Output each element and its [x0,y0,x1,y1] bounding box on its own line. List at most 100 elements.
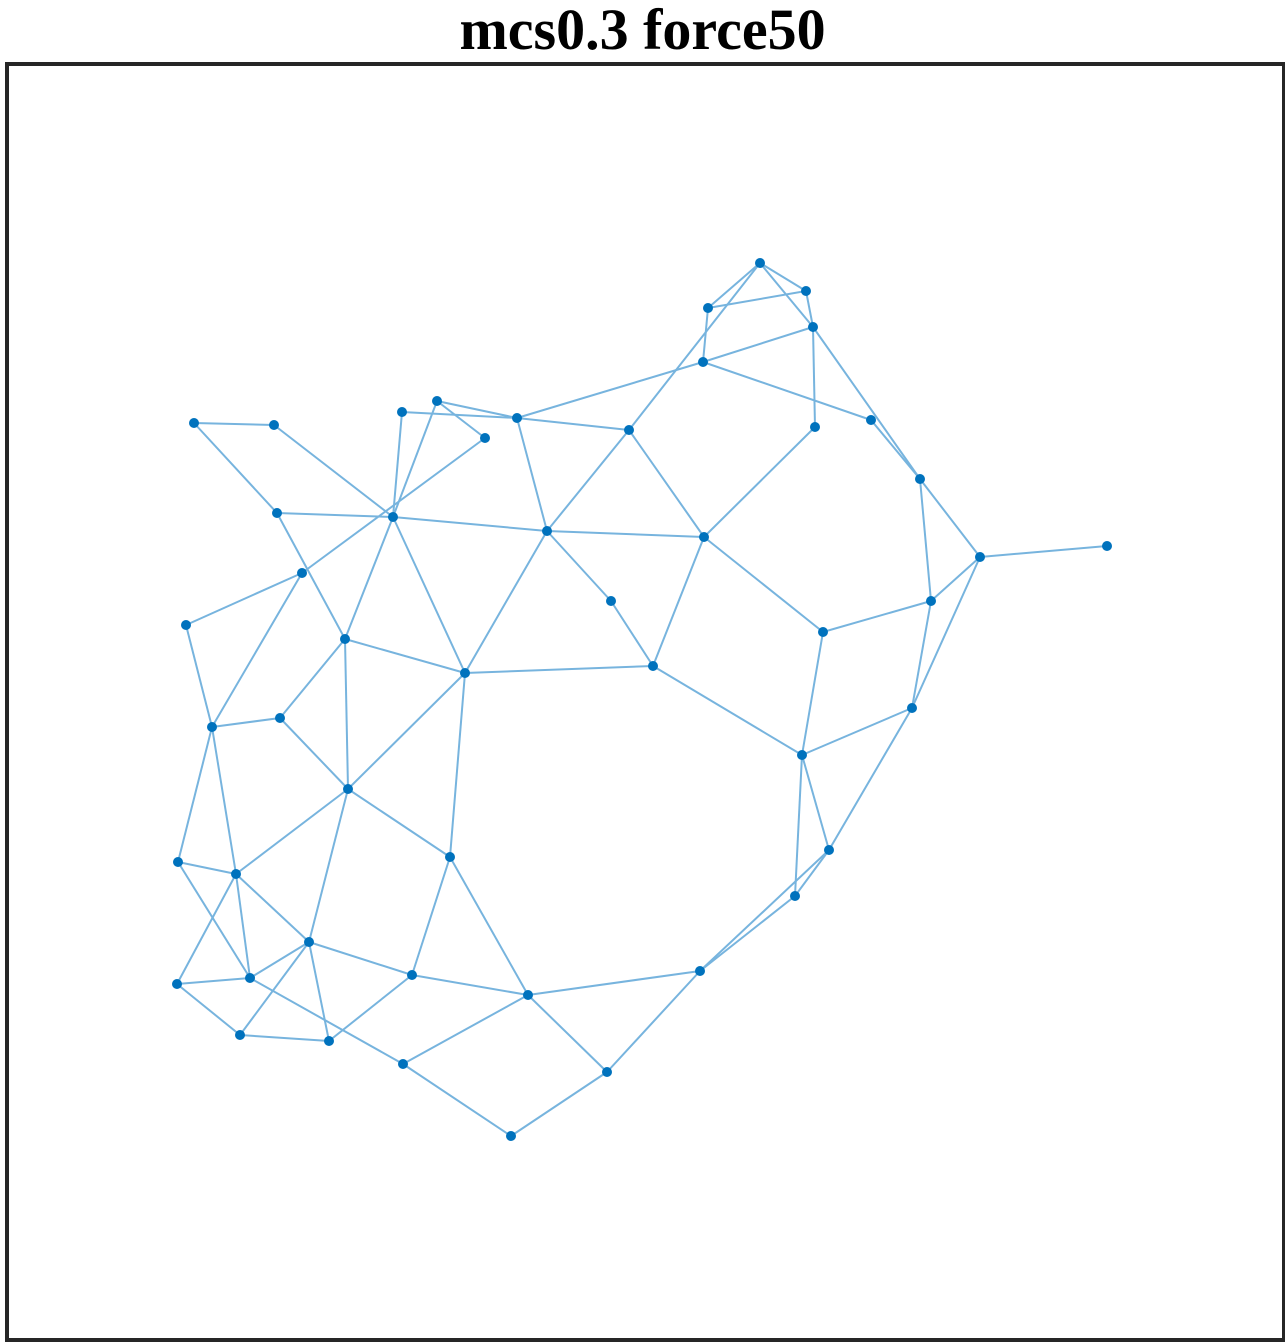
graph-node [699,532,709,542]
graph-edge [185,572,303,626]
graph-node [343,784,353,794]
graph-node [695,966,705,976]
graph-node [340,634,350,644]
edges [176,262,1108,1137]
graph-node [512,413,522,423]
graph-edge [707,262,761,309]
graph-edge [176,983,241,1036]
graph-node [907,703,917,713]
graph-edge [308,941,330,1042]
graph-node [975,552,985,562]
graph-edge [177,861,251,979]
graph-edge [546,530,705,538]
graph-edge [344,516,394,640]
graph-node [602,1067,612,1077]
graph-edge [812,326,816,428]
graph-edge [402,994,529,1065]
graph-node [235,1030,245,1040]
graph-edge [449,672,466,858]
graph-node [407,970,417,980]
graph-node [297,568,307,578]
graph-edge [702,307,709,363]
graph-node [606,596,616,606]
graph-node [275,713,285,723]
graph-edge [235,873,310,943]
graph-edge [546,530,612,602]
graph-edge [392,400,438,518]
graph-node [480,433,490,443]
graph-edge [606,970,701,1073]
graph-edge [449,856,529,996]
graph-node [397,407,407,417]
graph-node [445,852,455,862]
graph-node [172,979,182,989]
graph-edge [794,754,803,897]
graph-node [432,396,442,406]
graph-edge [401,411,518,419]
graph-node [181,620,191,630]
graph-node [231,869,241,879]
graph-node [926,596,936,606]
graph-node [324,1036,334,1046]
graph-edge [235,873,251,979]
graph-node [506,1131,516,1141]
graph-edge [610,600,654,667]
graph-edge [699,849,830,972]
graph-node [173,857,183,867]
graph-edge [402,1063,512,1137]
graph-node [808,322,818,332]
graph-edge [177,861,237,875]
graph-node [703,303,713,313]
graph-edge [870,419,921,480]
graph-edge [812,326,921,480]
graph-edge [911,600,932,709]
graph-node [542,526,552,536]
graph-node [388,512,398,522]
graph-edge [527,970,701,996]
plot-frame [5,62,1285,1342]
graph-node [460,668,470,678]
graph-node [269,420,279,430]
graph-edge [919,478,932,602]
graph-title: mcs0.3 force50 [459,0,826,62]
graph-edge [911,556,981,709]
graph-edge [628,262,761,431]
graph-edge [699,895,796,972]
graph-edge [308,941,413,976]
graph-node [824,845,834,855]
graph-edge [628,429,705,538]
graph-edge [347,788,451,858]
graph-edge [703,536,824,633]
graph-edge [436,400,518,419]
graph-edge [279,638,346,719]
graph-node [790,891,800,901]
graph-edge [759,262,807,292]
graph-edge [546,429,630,532]
graph-edge [177,726,213,863]
graph-edge [392,516,466,674]
graph-node [648,661,658,671]
graph-edge [185,624,213,728]
graph-edge [347,672,466,790]
graph-node [624,425,634,435]
graph-edge [328,974,413,1042]
graph-edge [703,426,816,538]
graph-edge [794,849,830,897]
graph-edge [979,545,1108,558]
graph-edge [276,512,394,518]
graph-node [245,973,255,983]
graph-edge [702,326,814,363]
graph-edge [516,417,630,431]
graph-edge [249,941,310,979]
graph-edge [516,417,548,532]
graph-node [272,508,282,518]
graph-edge [301,437,486,574]
graph-edge [930,556,981,602]
graph-edge [235,788,349,875]
graph-edge [464,530,548,674]
graph-node [207,722,217,732]
graph-node [915,474,925,484]
graph-edge [759,262,814,328]
graph-edge [392,411,403,518]
